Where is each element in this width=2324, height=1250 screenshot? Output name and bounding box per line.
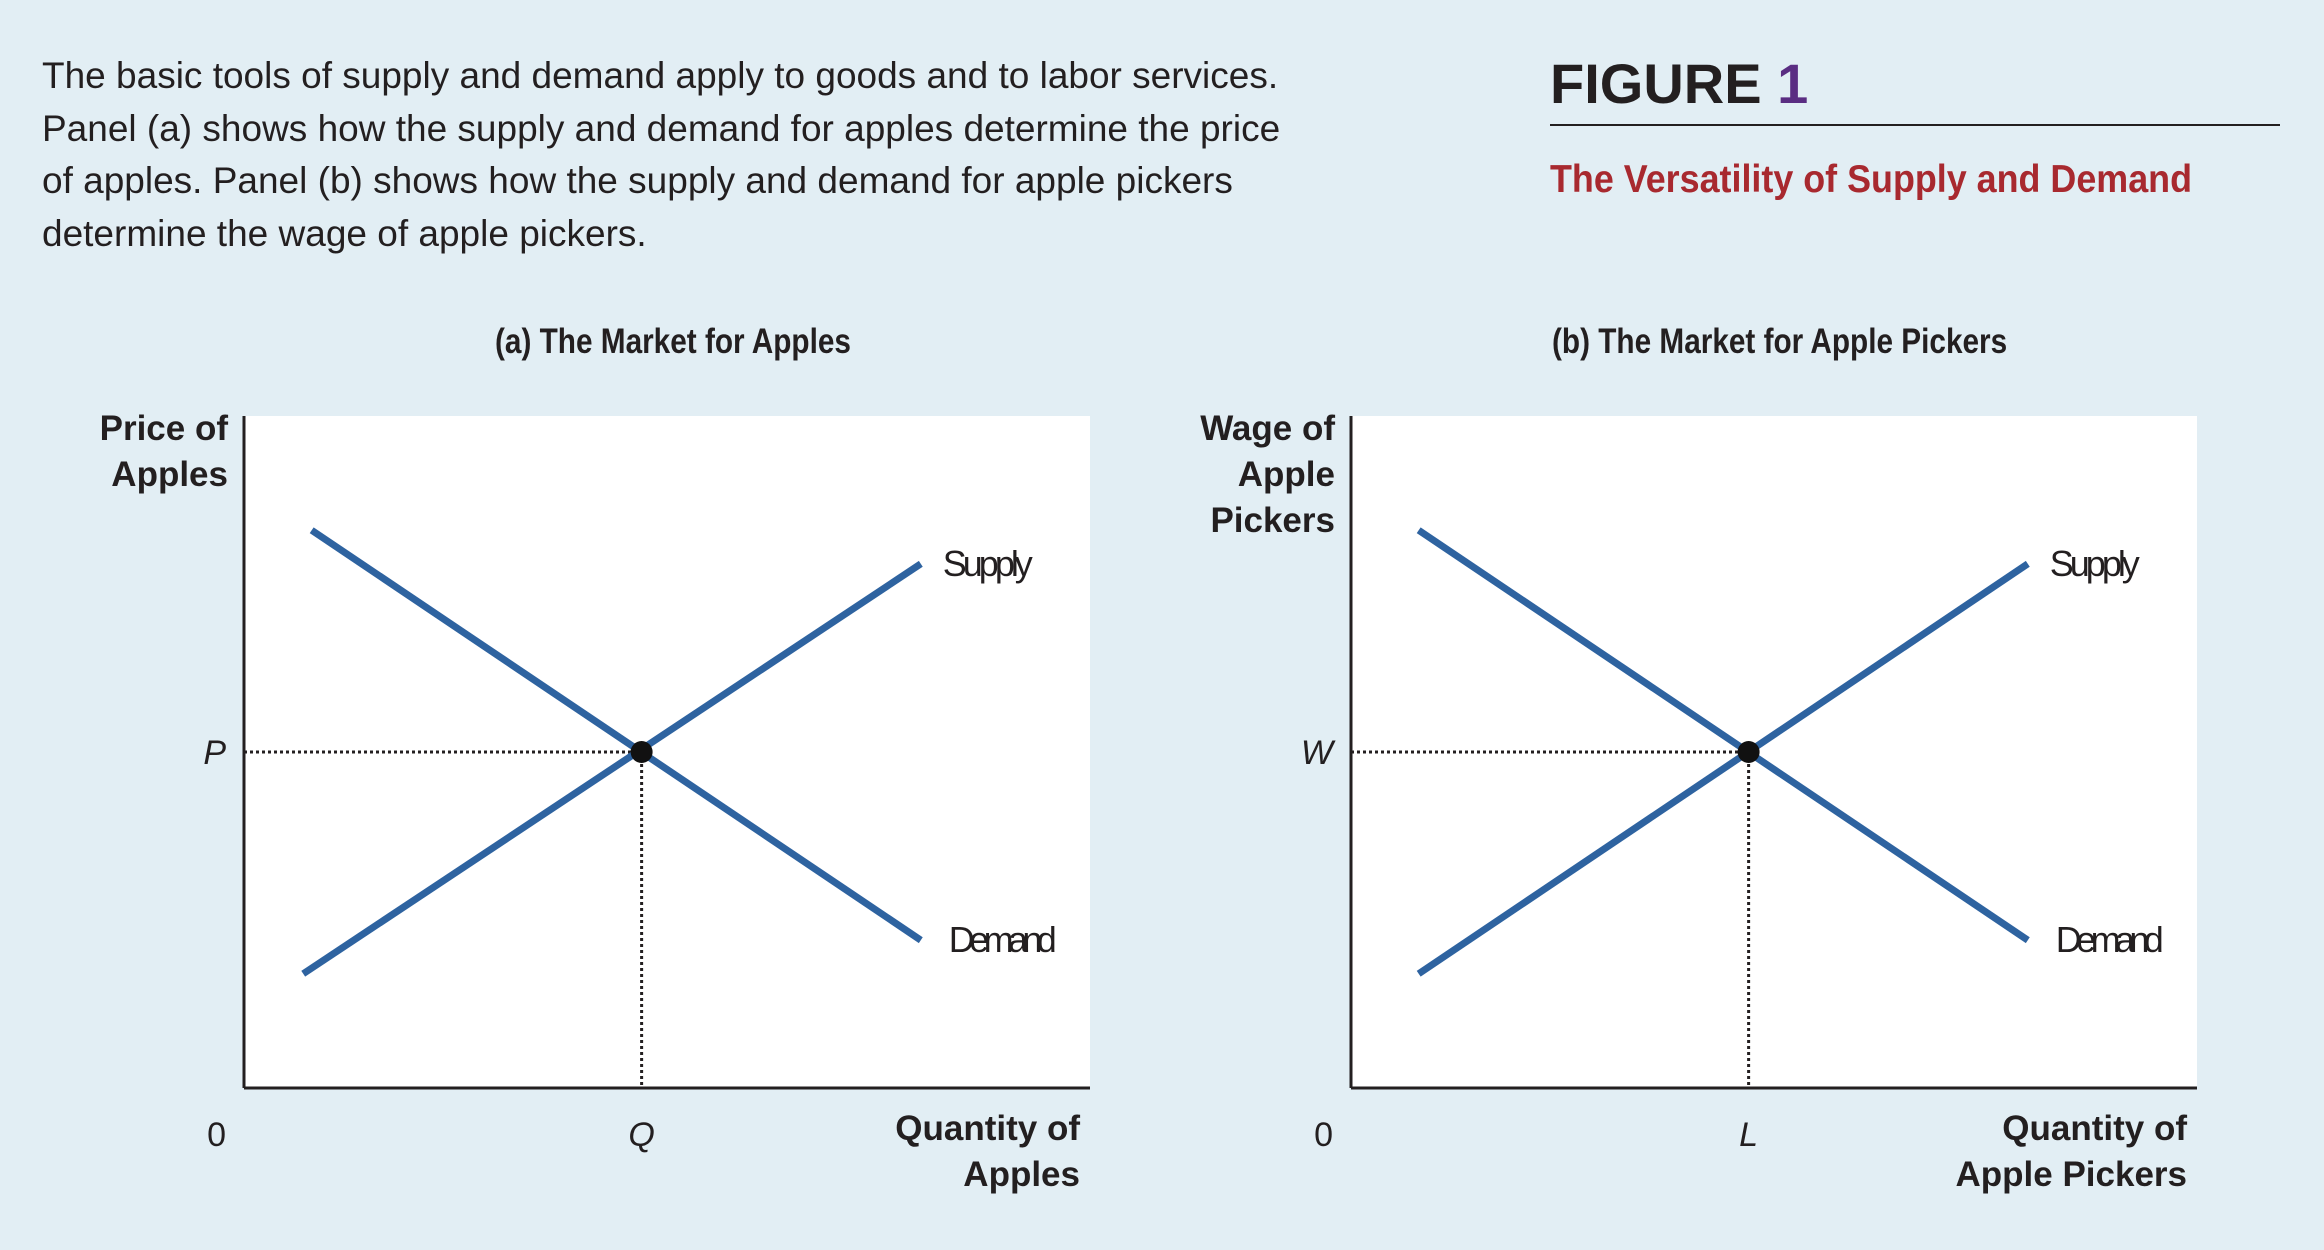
- panel-b-supply-curve: [1416, 560, 2030, 977]
- panel-b-x-axis-label: Quantity of: [2002, 1109, 2187, 1148]
- panel-b-y-axis-label: Apple: [1238, 455, 1335, 494]
- panel-a-equilibrium-point: [630, 741, 653, 763]
- panel-a-supply-label: Supply: [943, 543, 1033, 584]
- panel-b-origin-label: 0: [1314, 1116, 1333, 1154]
- panel-b-title: (b) The Market for Apple Pickers: [1552, 322, 2008, 361]
- figure-label: FIGURE: [1550, 52, 1762, 115]
- panel-b-supply-label: Supply: [2050, 543, 2140, 584]
- panel-a-supply-curve: [301, 560, 923, 977]
- panel-b-y-axis-label: Pickers: [1210, 501, 1335, 540]
- figure-heading: FIGURE 1: [1550, 52, 2280, 126]
- figure-caption: The basic tools of supply and demand app…: [42, 50, 1372, 260]
- panel-b-equilibrium-point: [1737, 741, 1760, 763]
- panel-a-y-axis-label: Price of: [100, 409, 229, 448]
- panel-b-equilibrium-quantity-label: L: [1739, 1116, 1758, 1154]
- panel-a-equilibrium-price-label: P: [203, 734, 226, 772]
- panel-b-equilibrium-price-label: W: [1301, 734, 1336, 772]
- panel-a-y-axis-label: Apples: [111, 455, 228, 494]
- panel-a-x-axis-label: Apples: [963, 1155, 1080, 1194]
- figure-title: The Versatility of Supply and Demand: [1550, 158, 2192, 201]
- panel-a-demand-curve: [309, 527, 923, 944]
- caption-line: determine the wage of apple pickers.: [42, 212, 647, 254]
- panel-a-x-axis-label: Quantity of: [895, 1109, 1080, 1148]
- caption-line: Panel (a) shows how the supply and deman…: [42, 107, 1281, 149]
- panel-a-demand-label: Demand: [949, 919, 1057, 960]
- caption-line: The basic tools of supply and demand app…: [42, 55, 1279, 96]
- caption-line: of apples. Panel (b) shows how the suppl…: [42, 160, 1233, 201]
- panel-b-demand-label: Demand: [2056, 919, 2164, 960]
- panel-a-origin-label: 0: [207, 1116, 226, 1154]
- panel-a-equilibrium-quantity-label: Q: [628, 1116, 654, 1154]
- panel-b-x-axis-label: Apple Pickers: [1956, 1155, 2188, 1194]
- panel-a-title: (a) The Market for Apples: [495, 322, 851, 361]
- panel-b-demand-curve: [1416, 527, 2030, 944]
- figure-number: 1: [1777, 52, 1809, 115]
- panel-b-y-axis-label: Wage of: [1200, 409, 1335, 448]
